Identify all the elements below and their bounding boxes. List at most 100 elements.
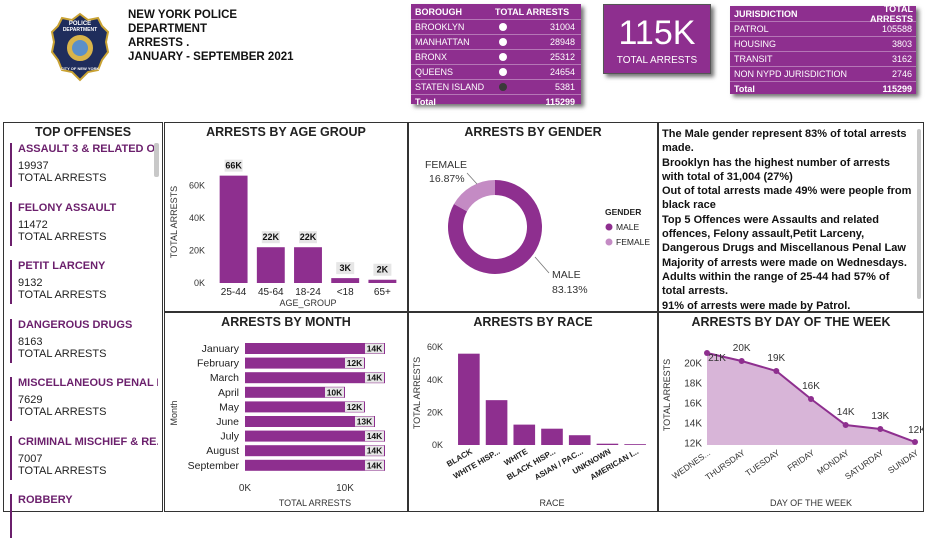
- borough-total-label: Total: [415, 97, 436, 107]
- jurisdiction-value: 105588: [881, 24, 912, 34]
- age-xtick-label: 18-24: [295, 287, 321, 298]
- day-point[interactable]: [773, 368, 780, 374]
- offense-item[interactable]: CRIMINAL MISCHIEF & RE... 7007 TOTAL ARRES…: [10, 435, 158, 480]
- offense-item[interactable]: ASSAULT 3 & RELATED OF... 19937 TOTAL ARRE…: [10, 143, 158, 187]
- month-bar[interactable]: [245, 357, 365, 369]
- day-ytick-label: 14K: [684, 419, 702, 430]
- jurisdiction-row[interactable]: HOUSING 3803: [730, 37, 916, 52]
- race-bar[interactable]: [568, 435, 591, 445]
- borough-row[interactable]: BROOKLYN 31004: [411, 20, 581, 35]
- offense-item[interactable]: PETIT LARCENY 9132 TOTAL ARRESTS: [10, 260, 158, 304]
- jurisdiction-row[interactable]: TRANSIT 3162: [730, 52, 916, 67]
- day-point[interactable]: [877, 426, 884, 432]
- age-bar[interactable]: [331, 278, 360, 283]
- month-bar[interactable]: [245, 401, 365, 413]
- month-data-label-bg: [355, 416, 374, 427]
- age-data-label: 22K: [263, 232, 280, 242]
- day-point[interactable]: [842, 422, 849, 428]
- offense-scrollbar[interactable]: [154, 143, 159, 177]
- day-data-label: 12K: [908, 425, 923, 436]
- header: POLICE DEPARTMENT CITY OF NEW YORK NEW Y…: [0, 0, 408, 118]
- offense-item[interactable]: MISCELLANEOUS PENAL L... 7629 TOTAL ARREST…: [10, 377, 158, 421]
- age-bar[interactable]: [256, 247, 285, 283]
- borough-value: 31004: [549, 22, 575, 32]
- insight-line: The Male gender represent 83% of total a…: [662, 128, 907, 155]
- month-bar[interactable]: [245, 372, 385, 384]
- race-bar[interactable]: [513, 424, 536, 445]
- gender-legend-label[interactable]: FEMALE: [616, 237, 650, 247]
- month-bar[interactable]: [245, 343, 385, 354]
- age-data-label-bg: [261, 231, 280, 244]
- month-data-label-bg: [345, 401, 364, 412]
- gender-panel: ARRESTS BY GENDER MALE 83.13% FEMALE 16.87%…: [408, 122, 658, 312]
- kpi-value: 115K: [618, 14, 696, 52]
- day-panel: ARRESTS BY DAY OF THE WEEK 12K 14K 16K 18K 2…: [658, 312, 924, 512]
- race-bar[interactable]: [596, 443, 619, 445]
- month-data-label-bg: [345, 358, 364, 369]
- jurisdiction-col-header[interactable]: JURISDICTION: [734, 8, 798, 19]
- month-bar[interactable]: [245, 386, 345, 398]
- insights-panel: The Male gender represent 83% of total a…: [658, 122, 924, 312]
- borough-row[interactable]: STATEN ISLAND 5381: [411, 80, 581, 95]
- race-bar[interactable]: [485, 400, 508, 445]
- day-point[interactable]: [808, 396, 814, 402]
- jurisdiction-table[interactable]: JURISDICTION TOTAL ARRESTS PATROL 105588 H…: [730, 3, 916, 94]
- day-point[interactable]: [704, 350, 710, 356]
- day-data-label: 13K: [871, 411, 889, 422]
- offense-item[interactable]: ROBBERY: [10, 494, 158, 538]
- month-bar[interactable]: [245, 430, 385, 442]
- insights-scrollbar[interactable]: [917, 129, 921, 299]
- age-ytick-label: 20K: [189, 245, 205, 255]
- month-ytick-label: August: [206, 445, 239, 457]
- month-data-label-bg: [325, 387, 344, 398]
- age-bar[interactable]: [294, 247, 322, 283]
- gender-legend-label[interactable]: MALE: [616, 222, 639, 232]
- jurisdiction-name: NON NYPD JURISDICTION: [734, 69, 848, 79]
- day-point[interactable]: [738, 358, 745, 364]
- jurisdiction-row[interactable]: NON NYPD JURISDICTION 2746: [730, 67, 916, 82]
- month-data-label-bg: [365, 431, 384, 442]
- borough-value: 28948: [549, 37, 575, 47]
- age-data-label: 2K: [377, 265, 389, 275]
- gender-legend-title: GENDER: [605, 207, 641, 217]
- offense-item[interactable]: FELONY ASSAULT 11472 TOTAL ARRESTS: [10, 201, 158, 246]
- borough-total-col-header[interactable]: TOTAL ARRESTS: [495, 6, 570, 17]
- borough-table[interactable]: BOROUGH TOTAL ARRESTS BROOKLYN 31004 MANHA…: [411, 4, 581, 107]
- month-bar[interactable]: [245, 459, 385, 471]
- insight-line: Out of total arrests made 49% were peopl…: [662, 185, 912, 212]
- age-bar[interactable]: [368, 279, 397, 283]
- borough-row[interactable]: BRONX 25312: [411, 50, 581, 65]
- borough-dot-icon: [499, 83, 507, 91]
- month-bar[interactable]: [245, 445, 385, 457]
- race-ytick-label: 20K: [427, 407, 443, 417]
- borough-row[interactable]: QUEENS 24654: [411, 65, 581, 80]
- race-bar[interactable]: [624, 444, 646, 445]
- insight-line: 91% of arrests were made by Patrol.: [662, 299, 851, 312]
- borough-row[interactable]: MANHATTAN 28948: [411, 35, 581, 50]
- gender-slice[interactable]: [448, 180, 542, 274]
- age-data-label: 22K: [300, 232, 317, 242]
- age-bar[interactable]: [219, 175, 248, 283]
- insight-line: Adults within the range of 25-44 had 57%…: [662, 270, 890, 298]
- month-data-label: 12K: [347, 402, 363, 412]
- day-point[interactable]: [912, 439, 918, 445]
- month-bar[interactable]: [245, 416, 375, 427]
- race-xtick-label: AMERICAN I...: [589, 447, 640, 482]
- gender-slice-name: MALE: [552, 269, 581, 281]
- borough-col-header[interactable]: BOROUGH: [415, 6, 462, 17]
- offense-value: 9132: [18, 277, 43, 289]
- offense-name: FELONY ASSAULT: [18, 201, 117, 214]
- jurisdiction-total-value: 115299: [882, 84, 912, 94]
- jurisdiction-row[interactable]: PATROL 105588: [730, 22, 916, 37]
- jurisdiction-total-col-header[interactable]: TOTAL ARRESTS: [869, 3, 913, 24]
- jurisdiction-rows: PATROL 105588 HOUSING 3803 TRANSIT 3162 NON NY…: [730, 22, 916, 82]
- race-bar[interactable]: [541, 428, 563, 445]
- gender-slice[interactable]: [453, 180, 495, 212]
- race-bar[interactable]: [458, 353, 480, 445]
- age-ytick-label: 40K: [189, 213, 205, 223]
- offense-count-label: TOTAL ARRESTS: [18, 172, 107, 184]
- offense-item[interactable]: DANGEROUS DRUGS 8163 TOTAL ARRESTS: [10, 318, 158, 363]
- month-ytick-label: July: [220, 431, 239, 443]
- borough-dot-icon: [499, 53, 507, 61]
